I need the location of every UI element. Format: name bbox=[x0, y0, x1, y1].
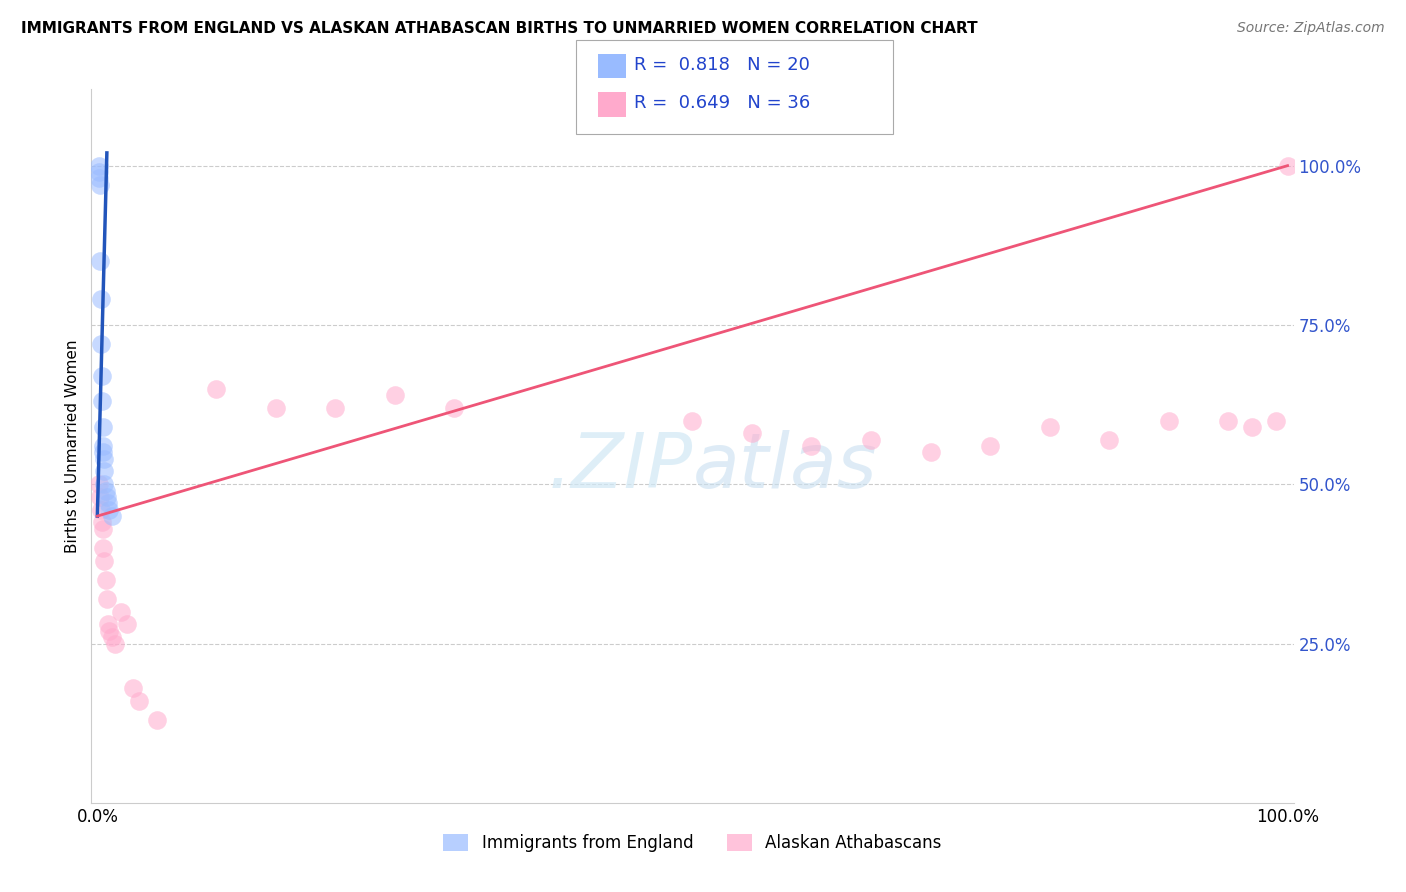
Point bbox=[87, 165, 110, 179]
Point bbox=[741, 426, 763, 441]
Point bbox=[122, 681, 145, 695]
Point bbox=[920, 445, 942, 459]
Text: Source: ZipAtlas.com: Source: ZipAtlas.com bbox=[1237, 21, 1385, 36]
Point bbox=[87, 477, 110, 491]
Point bbox=[91, 368, 114, 383]
Text: atlas: atlas bbox=[692, 431, 877, 504]
Point bbox=[104, 636, 127, 650]
Point bbox=[91, 522, 114, 536]
Text: .ZIP: .ZIP bbox=[547, 431, 692, 504]
Point bbox=[146, 713, 169, 727]
Text: IMMIGRANTS FROM ENGLAND VS ALASKAN ATHABASCAN BIRTHS TO UNMARRIED WOMEN CORRELAT: IMMIGRANTS FROM ENGLAND VS ALASKAN ATHAB… bbox=[21, 21, 977, 37]
Point bbox=[98, 624, 121, 638]
Point bbox=[1216, 413, 1239, 427]
Point bbox=[100, 630, 122, 644]
Point bbox=[264, 401, 287, 415]
Y-axis label: Births to Unmarried Women: Births to Unmarried Women bbox=[65, 339, 80, 553]
Point bbox=[91, 541, 114, 555]
Point bbox=[1038, 420, 1060, 434]
Point bbox=[325, 401, 347, 415]
Point bbox=[89, 490, 111, 504]
Point bbox=[94, 573, 117, 587]
Point bbox=[98, 502, 121, 516]
Point bbox=[859, 433, 882, 447]
Point bbox=[128, 694, 150, 708]
Point bbox=[205, 382, 228, 396]
Point bbox=[1098, 433, 1121, 447]
Point bbox=[91, 439, 114, 453]
Point bbox=[93, 451, 115, 466]
Point bbox=[89, 254, 111, 268]
Point bbox=[443, 401, 465, 415]
Point bbox=[1277, 159, 1299, 173]
Point bbox=[93, 477, 115, 491]
Point bbox=[110, 605, 132, 619]
Point bbox=[87, 159, 110, 173]
Point bbox=[97, 617, 120, 632]
Point bbox=[97, 496, 120, 510]
Point bbox=[1240, 420, 1263, 434]
Point bbox=[1157, 413, 1180, 427]
Text: R =  0.818   N = 20: R = 0.818 N = 20 bbox=[634, 56, 810, 74]
Point bbox=[96, 591, 118, 606]
Point bbox=[90, 293, 112, 307]
Point bbox=[91, 516, 114, 530]
Point bbox=[1264, 413, 1286, 427]
Point bbox=[91, 445, 114, 459]
Point bbox=[384, 388, 406, 402]
Point bbox=[89, 178, 111, 192]
Point bbox=[979, 439, 1001, 453]
Point bbox=[800, 439, 823, 453]
Point bbox=[682, 413, 704, 427]
Legend: Immigrants from England, Alaskan Athabascans: Immigrants from England, Alaskan Athabas… bbox=[437, 827, 948, 859]
Point bbox=[100, 509, 122, 524]
Text: R =  0.649   N = 36: R = 0.649 N = 36 bbox=[634, 95, 810, 112]
Point bbox=[91, 420, 114, 434]
Point bbox=[87, 171, 110, 186]
Point bbox=[96, 490, 118, 504]
Point bbox=[90, 337, 112, 351]
Point bbox=[115, 617, 138, 632]
Point bbox=[90, 502, 112, 516]
Point bbox=[91, 394, 114, 409]
Point bbox=[94, 483, 117, 498]
Point bbox=[93, 554, 115, 568]
Point bbox=[93, 465, 115, 479]
